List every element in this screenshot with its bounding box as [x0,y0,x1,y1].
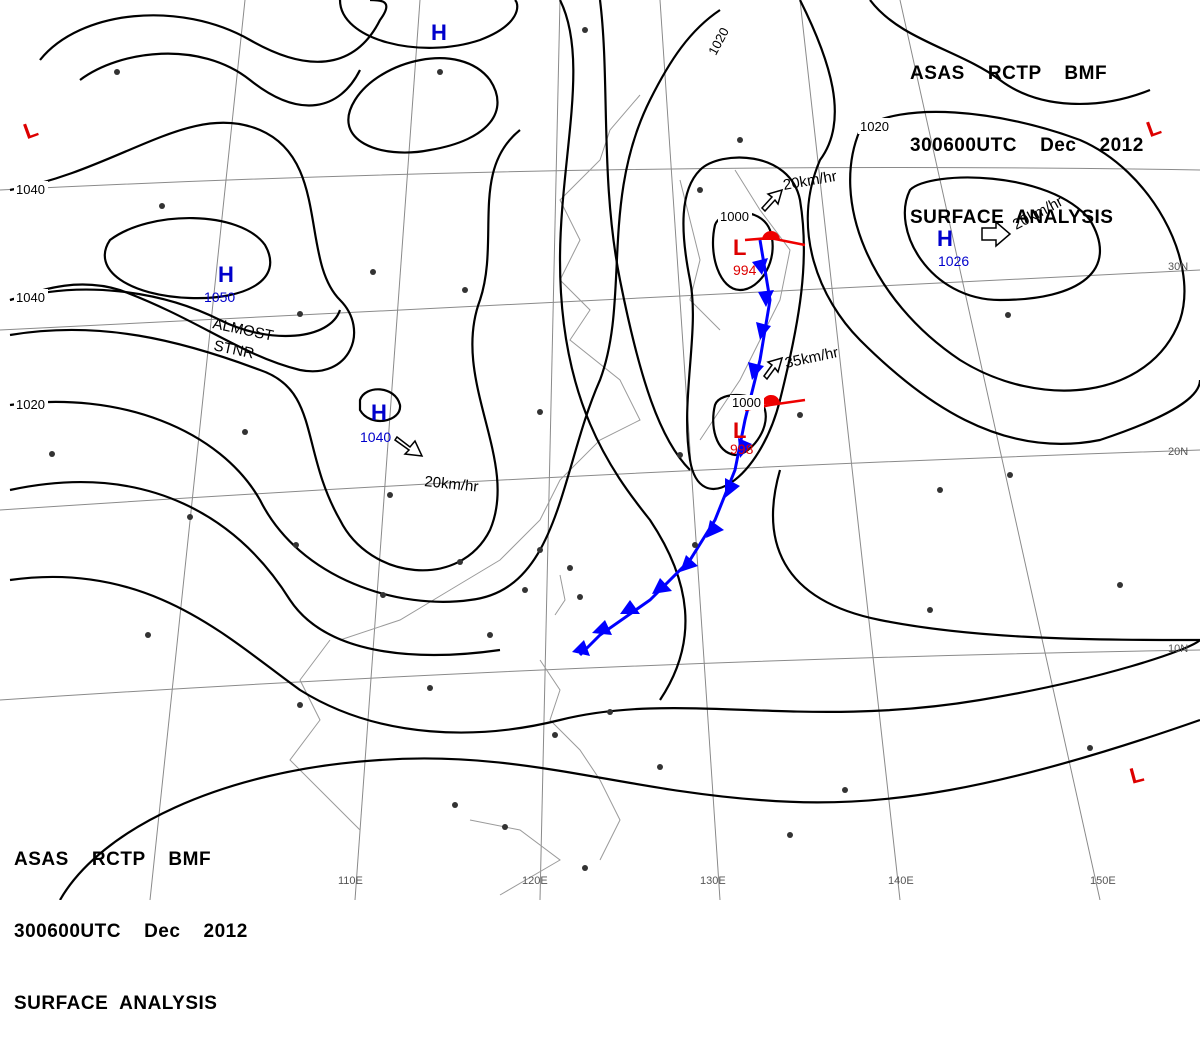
header-top-line3: SURFACE ANALYSIS [910,207,1114,228]
isobar-east-lower [772,469,1200,642]
movement-arrows [393,188,1012,457]
coast-borneo [469,819,561,896]
low-center-se-symbol: L [1127,761,1146,789]
parallel-10n [0,649,1200,701]
low-center-994-value: 994 [733,262,757,278]
high-center-north-symbol: H [431,20,447,45]
parallel-30n [0,269,1200,331]
high-center-1040-symbol: H [371,400,387,425]
header-bottom-line1: ASAS RCTP BMF [14,849,212,870]
isobars [9,0,1200,900]
meridian-150e [899,0,1101,900]
lon-label-140e: 140E [888,875,914,887]
isobar-1012-south [59,718,1200,900]
header-bottom: ASAS RCTP BMF 300600UTC Dec 2012 SURFACE… [14,800,248,1040]
isobar-label-1000b: 1000 [732,395,761,410]
grid-labels: 110E 120E 130E 140E 150E 30N 20N 10N [338,261,1188,887]
isobar-label-1040b: 1040 [16,290,45,305]
isobar-low-ring-outer [682,156,806,490]
header-bottom-line3: SURFACE ANALYSIS [14,993,218,1014]
surface-analysis-map: 1040 1040 1020 1020 1020 1000 1000 H 105… [0,0,1200,900]
speed-label-high-1040: 20km/hr [424,473,480,496]
arrow-low-north [760,188,784,213]
arrow-high-1040 [393,435,424,457]
isobar-1040-north [9,121,356,373]
meridian-120e [539,0,561,900]
coast-japan [699,169,791,441]
header-bottom-line2: 300600UTC Dec 2012 [14,921,248,942]
isobar-label-1040a: 1040 [16,182,45,197]
isobar-1040-mid [9,288,342,338]
isobar-1020-west [9,9,721,603]
header-top: ASAS RCTP BMF 300600UTC Dec 2012 SURFACE… [910,14,1144,254]
coast-taiwan [554,574,566,616]
isobar-label-1000a: 1000 [720,209,749,224]
lat-label-20n: 20N [1168,446,1188,458]
lon-label-130e: 130E [700,875,726,887]
meridian-140e [799,0,901,900]
high-center-1026-symbol: H [937,226,953,251]
high-center-1026-value: 1026 [938,253,969,269]
isobar-1016-low [9,575,1200,734]
low-center-994-symbol: L [733,235,746,260]
isobar-inner-1040 [358,388,402,423]
header-top-line2: 300600UTC Dec 2012 [910,135,1144,156]
isobar-1020-outer [9,481,501,657]
isobar-high-1026 [903,176,1102,302]
isobar-east-outer [799,0,1200,445]
pressure-centers: H 1050 H 1040 H 1026 H L 994 L 998 L L L [20,20,1164,789]
coast-philippines [539,659,621,861]
isobar-label-1020c: 1020 [860,119,889,134]
isobar-top-arc [39,0,388,63]
low-center-998-value: 998 [730,441,754,457]
meridian-130e [659,0,721,900]
parallel-40n [0,167,1200,191]
coast-china [339,94,641,641]
warm-front-2-bump [761,394,780,405]
high-center-1040-value: 1040 [360,429,391,445]
isobar-valley2 [598,0,691,471]
arrow-low-south [763,356,784,381]
parallel-20n [0,449,1200,511]
isobar-high-1050-inner [103,217,272,300]
coastlines [289,94,791,896]
coast-indochina [289,639,361,831]
meridian-100e [149,0,246,900]
meridian-110e [354,0,421,900]
cold-front-triangles [572,258,774,656]
arrow-high-1026 [981,220,1012,248]
isobar-1030 [9,129,521,572]
isobar-east-1020 [849,110,1186,392]
isobar-value-labels: 1040 1040 1020 1020 1020 1000 1000 [14,25,892,412]
station-markers [49,27,1123,871]
header-top-line1: ASAS RCTP BMF [910,63,1108,84]
isobar-top-ring [338,0,519,49]
isobar-north-loop [347,57,499,154]
low-center-998-symbol: L [733,418,746,443]
graticule [0,0,1200,900]
lon-label-110e: 110E [338,875,363,887]
lat-label-10n: 10N [1168,643,1188,655]
coast-korea [679,179,721,331]
warm-front-1-bump [762,231,780,240]
isobar-valley1 [558,0,687,701]
isobar-label-1020a: 1020 [16,397,45,412]
high-center-1050-symbol: H [218,262,234,287]
lon-label-150e: 150E [1090,875,1116,887]
lon-label-120e: 120E [522,875,548,887]
lat-label-30n: 30N [1168,261,1188,273]
cold-front [572,239,774,657]
isobar-top-arc2 [79,52,361,107]
isobar-ne [869,0,1151,106]
high-center-1050-value: 1050 [204,289,235,305]
